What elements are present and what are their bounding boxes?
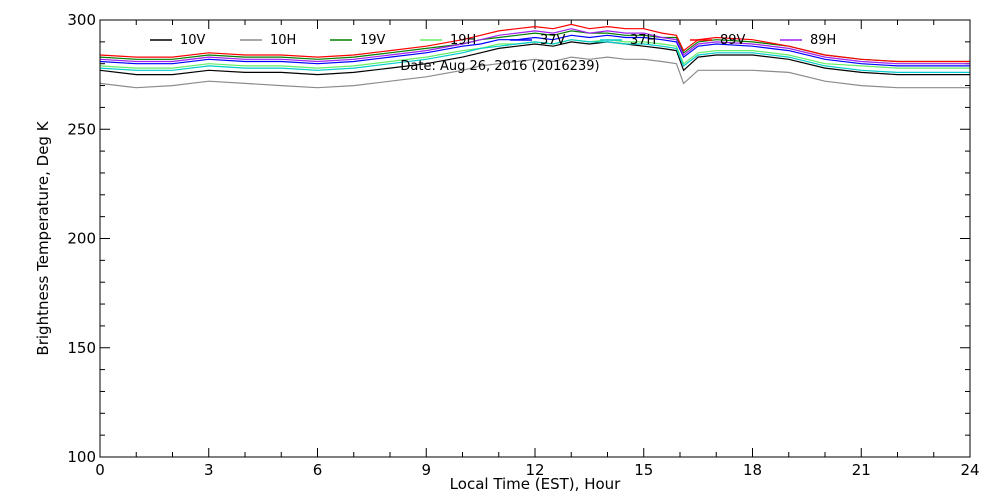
- y-tick-label: 100: [67, 448, 96, 466]
- legend-label-89v: 89V: [720, 33, 746, 48]
- legend-label-89h: 89H: [810, 33, 836, 48]
- legend-label-19v: 19V: [360, 33, 386, 48]
- series-line-19v: [99, 30, 970, 63]
- series-line-37v: [99, 34, 970, 67]
- legend-label-10h: 10H: [270, 33, 296, 48]
- series-lines: [99, 23, 970, 89]
- y-tick-label: 200: [67, 230, 96, 248]
- y-tick-label: 150: [67, 339, 96, 357]
- y-tick-labels: 100 150 200 250 300: [67, 11, 96, 466]
- date-annotation: Date: Aug 26, 2016 (2016239): [400, 59, 599, 74]
- x-tick-label: 24: [960, 461, 979, 479]
- x-tick-label: 0: [95, 461, 105, 479]
- y-tick-label: 300: [67, 11, 96, 29]
- legend-label-19h: 19H: [450, 33, 476, 48]
- legend-label-37h: 37H: [630, 33, 656, 48]
- x-tick-label: 3: [204, 461, 214, 479]
- x-tick-labels: 0 3 6 9 12 15 18 21 24: [95, 461, 979, 479]
- series-line-89v: [99, 23, 970, 63]
- x-tick-label: 12: [525, 461, 544, 479]
- series-line-89h: [99, 28, 970, 65]
- x-tick-label: 21: [852, 461, 871, 479]
- series-line-10v: [99, 41, 970, 76]
- series-line-37h: [99, 39, 970, 74]
- legend-label-10v: 10V: [180, 33, 206, 48]
- x-tick-label: 18: [743, 461, 762, 479]
- legend-label-37v: 37V: [540, 33, 566, 48]
- x-tick-label: 9: [421, 461, 431, 479]
- legend: 10V 10H 19V 19H 37V 37H 89V 89H: [150, 33, 836, 48]
- x-axis-label: Local Time (EST), Hour: [450, 475, 621, 493]
- y-tick-label: 250: [67, 120, 96, 138]
- series-line-10h: [99, 56, 970, 89]
- axis-ticks: [99, 19, 971, 458]
- y-axis-label: Brightness Temperature, Deg K: [34, 120, 52, 355]
- x-tick-label: 6: [313, 461, 323, 479]
- plot-frame: [99, 19, 971, 458]
- x-tick-label: 15: [634, 461, 653, 479]
